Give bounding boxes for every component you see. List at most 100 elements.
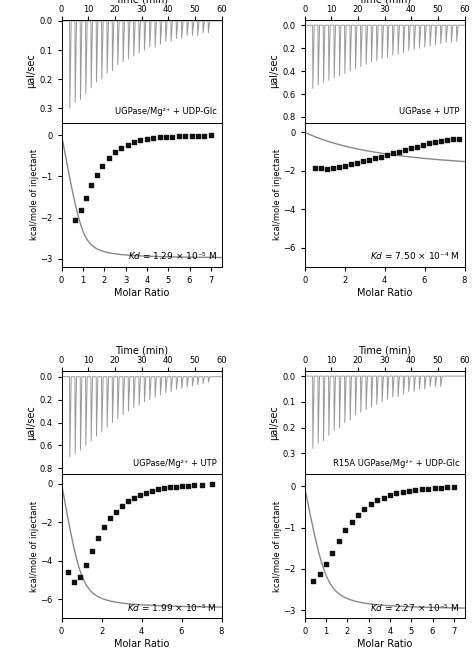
X-axis label: Time (min): Time (min) <box>358 346 411 355</box>
Point <box>142 488 149 498</box>
Point <box>136 490 143 501</box>
Point <box>194 131 202 141</box>
Point <box>389 148 396 159</box>
Point <box>354 509 362 519</box>
Point <box>412 484 419 495</box>
Point <box>112 506 119 517</box>
Point <box>386 490 394 501</box>
Text: $\mathit{Kd}$ = 7.50 × 10⁻⁴ M: $\mathit{Kd}$ = 7.50 × 10⁻⁴ M <box>370 250 460 261</box>
Point <box>76 572 83 582</box>
Point <box>124 140 131 150</box>
Point <box>438 482 445 493</box>
Point <box>399 486 407 497</box>
Point <box>317 163 324 174</box>
Point <box>130 137 138 148</box>
Text: UGPase + UTP: UGPase + UTP <box>399 107 460 117</box>
Y-axis label: μal/sec: μal/sec <box>27 405 36 440</box>
Y-axis label: μal/sec: μal/sec <box>270 405 280 440</box>
Point <box>450 482 458 492</box>
Point <box>328 548 336 559</box>
Point <box>311 163 319 173</box>
Y-axis label: μal/sec: μal/sec <box>27 54 36 89</box>
Point <box>418 484 426 494</box>
Point <box>371 153 378 163</box>
Point <box>455 133 462 144</box>
Point <box>392 488 400 499</box>
X-axis label: Molar Ratio: Molar Ratio <box>357 639 412 649</box>
Point <box>335 536 343 546</box>
Y-axis label: kcal/mole of injectant: kcal/mole of injectant <box>30 501 39 592</box>
Point <box>160 483 167 493</box>
Point <box>190 480 197 490</box>
Point <box>188 131 195 141</box>
Point <box>100 522 108 533</box>
Text: UGPase/Mg²⁺ + UTP: UGPase/Mg²⁺ + UTP <box>133 459 217 468</box>
Point <box>106 513 113 523</box>
Point <box>323 164 330 174</box>
Point <box>322 559 330 569</box>
Text: $\mathit{Kd}$ = 1.29 × 10⁻⁵ M: $\mathit{Kd}$ = 1.29 × 10⁻⁵ M <box>128 250 217 261</box>
Point <box>94 533 101 543</box>
Point <box>365 154 373 165</box>
X-axis label: Time (min): Time (min) <box>115 346 168 355</box>
Point <box>105 152 112 163</box>
Point <box>162 132 170 143</box>
Point <box>175 132 182 142</box>
Point <box>166 482 173 493</box>
Point <box>124 496 131 506</box>
Point <box>118 143 125 154</box>
Point <box>148 486 155 496</box>
Text: $\mathit{Kd}$ = 1.99 × 10⁻⁵ M: $\mathit{Kd}$ = 1.99 × 10⁻⁵ M <box>127 602 217 613</box>
Point <box>361 503 368 514</box>
Point <box>77 205 84 215</box>
Point <box>70 577 77 587</box>
Point <box>182 131 189 141</box>
Point <box>310 576 317 587</box>
Point <box>130 493 137 503</box>
Point <box>208 479 215 490</box>
Point <box>377 152 384 162</box>
Point <box>335 162 342 173</box>
Point <box>395 146 402 157</box>
Y-axis label: kcal/mole of injectant: kcal/mole of injectant <box>30 149 39 240</box>
Point <box>374 495 381 506</box>
Point <box>443 135 450 145</box>
Point <box>405 486 413 496</box>
Point <box>348 517 356 527</box>
Point <box>178 481 185 492</box>
Point <box>383 150 391 160</box>
X-axis label: Time (min): Time (min) <box>115 0 168 4</box>
Y-axis label: kcal/mole of injectant: kcal/mole of injectant <box>273 501 282 592</box>
Point <box>64 567 72 577</box>
Y-axis label: kcal/mole of injectant: kcal/mole of injectant <box>273 149 282 240</box>
Point <box>137 135 144 146</box>
Point <box>207 130 215 141</box>
Point <box>449 134 456 145</box>
Point <box>329 163 337 173</box>
Point <box>413 141 420 152</box>
Point <box>431 137 438 147</box>
Point <box>367 499 374 509</box>
Point <box>401 145 409 156</box>
Point <box>88 180 95 191</box>
Point <box>198 480 205 490</box>
X-axis label: Molar Ratio: Molar Ratio <box>114 639 169 649</box>
Point <box>93 171 100 181</box>
Point <box>341 525 349 535</box>
Point <box>425 483 432 493</box>
Point <box>425 138 432 148</box>
Point <box>419 140 426 150</box>
Point <box>72 214 79 225</box>
Text: R15A UGPase/Mg²⁺ + UDP-Glc: R15A UGPase/Mg²⁺ + UDP-Glc <box>333 459 460 468</box>
Point <box>111 147 118 158</box>
Point <box>143 134 151 145</box>
Point <box>201 130 208 141</box>
Point <box>88 546 95 557</box>
X-axis label: Time (min): Time (min) <box>358 0 411 4</box>
Point <box>82 193 90 203</box>
Point <box>353 158 360 168</box>
Point <box>437 135 444 146</box>
X-axis label: Molar Ratio: Molar Ratio <box>357 288 412 298</box>
Y-axis label: μal/sec: μal/sec <box>270 54 280 89</box>
X-axis label: Molar Ratio: Molar Ratio <box>114 288 169 298</box>
